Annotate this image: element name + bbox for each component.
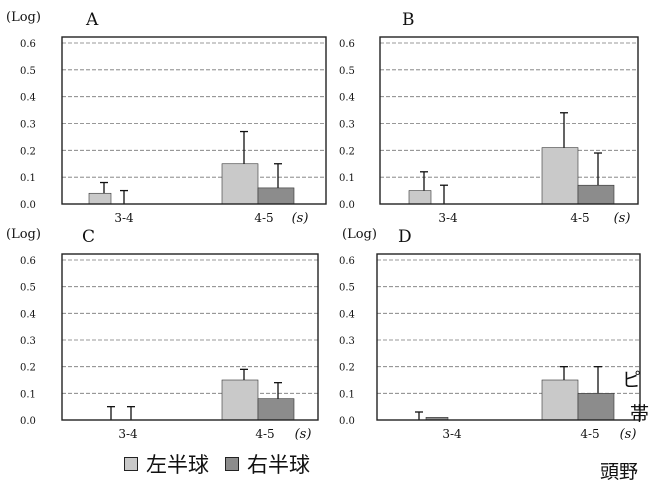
y-tick-label: 0.3 [339, 336, 355, 347]
panel-letter: B [402, 10, 415, 30]
legend-swatch-left [124, 457, 138, 471]
x-tick-label: 3-4 [114, 211, 134, 225]
x-tick-label: 3-4 [442, 427, 462, 441]
plot-frame [61, 36, 327, 205]
y-tick-label: 0.1 [20, 173, 36, 184]
bar-right [257, 187, 295, 205]
y-tick-label: 0.5 [20, 66, 36, 77]
x-tick-label: 4-5 [254, 211, 273, 225]
y-tick-label: 0.0 [20, 416, 36, 427]
y-tick-label: 0.2 [20, 363, 36, 374]
bar-right [577, 184, 615, 205]
legend-swatch-right [225, 457, 239, 471]
chart-panel-c: 0.0 0.1 0.2 0.3 0.4 0.5 0.6 3-4 4-5 (s) C (Log) [6, 227, 319, 442]
y-tick-label: 0.1 [339, 173, 355, 184]
y-tick-label: 0.4 [20, 93, 36, 104]
y-tick-label: 0.3 [20, 336, 36, 347]
bar-right [257, 398, 295, 421]
y-tick-label: 0.2 [20, 146, 36, 157]
y-tick-label: 0.3 [339, 120, 355, 131]
panel-letter: D [398, 227, 412, 247]
x-unit-label: (s) [614, 211, 631, 226]
side-text-1: ピ [622, 369, 642, 391]
x-unit-label: (s) [292, 211, 309, 226]
y-unit-label: (Log) [6, 227, 41, 242]
legend-item-left: 左半球 [124, 449, 209, 479]
y-tick-label: 0.1 [339, 389, 355, 400]
legend: 左半球 右半球 [124, 451, 310, 477]
chart-panel-b: 0.0 0.1 0.2 0.3 0.4 0.5 0.6 3-4 4-5 (s) B [339, 10, 639, 226]
legend-label-right: 右半球 [247, 453, 310, 477]
bar-left [88, 192, 112, 205]
x-tick-label: 3-4 [118, 427, 138, 441]
bar-left [221, 163, 259, 205]
panel-letter: C [82, 227, 95, 247]
y-tick-label: 0.6 [339, 39, 355, 50]
side-text-2: 帯 [630, 403, 650, 425]
y-tick-label: 0.0 [20, 200, 36, 211]
y-tick-label: 0.2 [339, 363, 355, 374]
side-text-3: 頭野 [600, 461, 639, 483]
y-tick-label: 0.2 [339, 146, 355, 157]
bar-left [541, 147, 579, 205]
chart-panel-a: 0.0 0.1 0.2 0.3 0.4 0.5 0.6 3-4 4-5 (s) A (Log) [6, 10, 327, 226]
legend-label-left: 左半球 [146, 453, 209, 477]
plot-frame [376, 253, 641, 421]
y-tick-label: 0.3 [20, 120, 36, 131]
x-unit-label: (s) [295, 427, 312, 442]
y-tick-label: 0.0 [339, 416, 355, 427]
y-tick-label: 0.4 [20, 309, 36, 320]
x-tick-label: 4-5 [580, 427, 599, 441]
x-tick-label: 4-5 [255, 427, 274, 441]
chart-panel-d: 0.0 0.1 0.2 0.3 0.4 0.5 0.6 3-4 4-5 (s) D (Log) [339, 227, 641, 442]
y-tick-label: 0.6 [339, 256, 355, 267]
y-tick-label: 0.4 [339, 309, 355, 320]
plot-frame [379, 36, 639, 205]
plot-frame [61, 253, 319, 421]
x-tick-label: 3-4 [438, 211, 458, 225]
bar-left [541, 379, 579, 421]
bar-left [408, 190, 432, 205]
panel-letter: A [85, 10, 99, 30]
y-unit-label: (Log) [342, 227, 377, 242]
bar-left [221, 379, 259, 421]
y-tick-label: 0.4 [339, 93, 355, 104]
y-tick-label: 0.5 [20, 283, 36, 294]
y-tick-label: 0.5 [339, 66, 355, 77]
bar-right [577, 393, 615, 421]
y-tick-label: 0.1 [20, 389, 36, 400]
x-tick-label: 4-5 [570, 211, 589, 225]
y-tick-label: 0.6 [20, 39, 36, 50]
y-tick-label: 0.5 [339, 283, 355, 294]
legend-item-right: 右半球 [225, 449, 310, 479]
y-tick-label: 0.6 [20, 256, 36, 267]
y-unit-label: (Log) [6, 10, 41, 25]
y-tick-label: 0.0 [339, 200, 355, 211]
x-unit-label: (s) [620, 427, 637, 442]
